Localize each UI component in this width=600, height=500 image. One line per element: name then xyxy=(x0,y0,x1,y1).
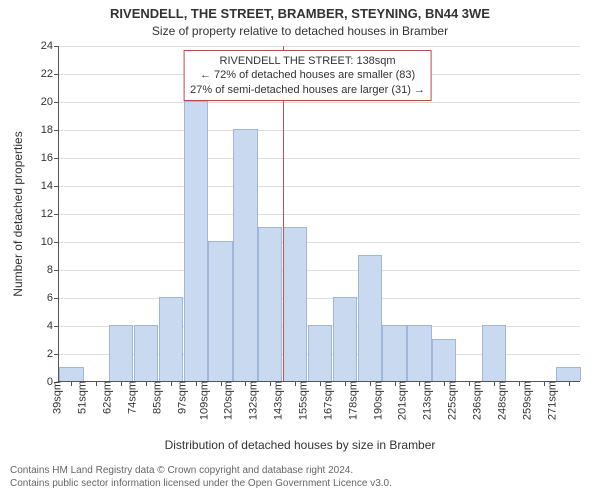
histogram-bar xyxy=(208,241,232,381)
x-tick-label: 236sqm xyxy=(465,381,483,420)
annotation-line: RIVENDELL THE STREET: 138sqm xyxy=(190,54,425,68)
histogram-bar xyxy=(556,367,580,381)
y-tick-mark xyxy=(54,102,59,103)
histogram-bar xyxy=(233,129,257,381)
annotation-line: 27% of semi-detached houses are larger (… xyxy=(190,83,425,97)
x-tick-label: 178sqm xyxy=(341,381,359,420)
gridline xyxy=(59,102,580,103)
histogram-bar xyxy=(59,367,83,381)
x-tick-label: 39sqm xyxy=(46,381,64,414)
histogram-bar xyxy=(134,325,158,381)
annotation-box: RIVENDELL THE STREET: 138sqm← 72% of det… xyxy=(183,50,432,101)
gridline xyxy=(59,270,580,271)
histogram-bar xyxy=(358,255,382,381)
y-tick-mark xyxy=(54,326,59,327)
histogram-bar xyxy=(109,325,133,381)
histogram-bar xyxy=(283,227,307,381)
x-tick-label: 213sqm xyxy=(416,381,434,420)
histogram-bar xyxy=(308,325,332,381)
x-tick-label: 167sqm xyxy=(316,381,334,420)
histogram-bar xyxy=(482,325,506,381)
y-tick-mark xyxy=(54,298,59,299)
y-tick-mark xyxy=(54,46,59,47)
annotation-line: ← 72% of detached houses are smaller (83… xyxy=(190,68,425,82)
histogram-bar xyxy=(258,227,282,381)
footer-line: Contains public sector information licen… xyxy=(10,477,590,490)
x-axis-title: Distribution of detached houses by size … xyxy=(0,438,600,452)
x-tick-label: 120sqm xyxy=(217,381,235,420)
footer-line: Contains HM Land Registry data © Crown c… xyxy=(10,464,590,477)
x-tick-label: 51sqm xyxy=(71,381,89,414)
histogram-bar xyxy=(432,339,456,381)
histogram-bar xyxy=(333,297,357,381)
y-tick-mark xyxy=(54,242,59,243)
y-tick-mark xyxy=(54,214,59,215)
x-tick-label: 259sqm xyxy=(515,381,533,420)
size-distribution-chart: RIVENDELL, THE STREET, BRAMBER, STEYNING… xyxy=(0,0,600,500)
gridline xyxy=(59,130,580,131)
plot-area: 02468101214161820222439sqm51sqm62sqm74sq… xyxy=(58,46,580,382)
histogram-bar xyxy=(382,325,406,381)
x-tick-label: 62sqm xyxy=(96,381,114,414)
chart-subtitle: Size of property relative to detached ho… xyxy=(0,24,600,38)
y-tick-mark xyxy=(54,186,59,187)
x-tick-label: 109sqm xyxy=(192,381,210,420)
licence-footer: Contains HM Land Registry data © Crown c… xyxy=(0,460,600,494)
y-tick-mark xyxy=(54,74,59,75)
gridline xyxy=(59,46,580,47)
x-tick-label: 225sqm xyxy=(441,381,459,420)
histogram-bar xyxy=(159,297,183,381)
x-tick-label: 97sqm xyxy=(170,381,188,414)
chart-title: RIVENDELL, THE STREET, BRAMBER, STEYNING… xyxy=(0,6,600,21)
gridline xyxy=(59,214,580,215)
x-tick-label: 248sqm xyxy=(490,381,508,420)
x-tick-label: 201sqm xyxy=(391,381,409,420)
gridline xyxy=(59,158,580,159)
gridline xyxy=(59,298,580,299)
x-tick-label: 271sqm xyxy=(540,381,558,420)
y-axis-title: Number of detached properties xyxy=(11,131,25,296)
histogram-bar xyxy=(184,101,208,381)
y-tick-mark xyxy=(54,354,59,355)
histogram-bar xyxy=(407,325,431,381)
x-tick-label: 155sqm xyxy=(291,381,309,420)
x-tick-label: 85sqm xyxy=(145,381,163,414)
x-tick-label: 143sqm xyxy=(267,381,285,420)
gridline xyxy=(59,242,580,243)
x-tick-mark xyxy=(569,381,570,386)
gridline xyxy=(59,186,580,187)
y-tick-mark xyxy=(54,270,59,271)
x-tick-label: 190sqm xyxy=(366,381,384,420)
x-tick-label: 132sqm xyxy=(242,381,260,420)
x-tick-label: 74sqm xyxy=(120,381,138,414)
y-tick-mark xyxy=(54,130,59,131)
y-tick-mark xyxy=(54,158,59,159)
